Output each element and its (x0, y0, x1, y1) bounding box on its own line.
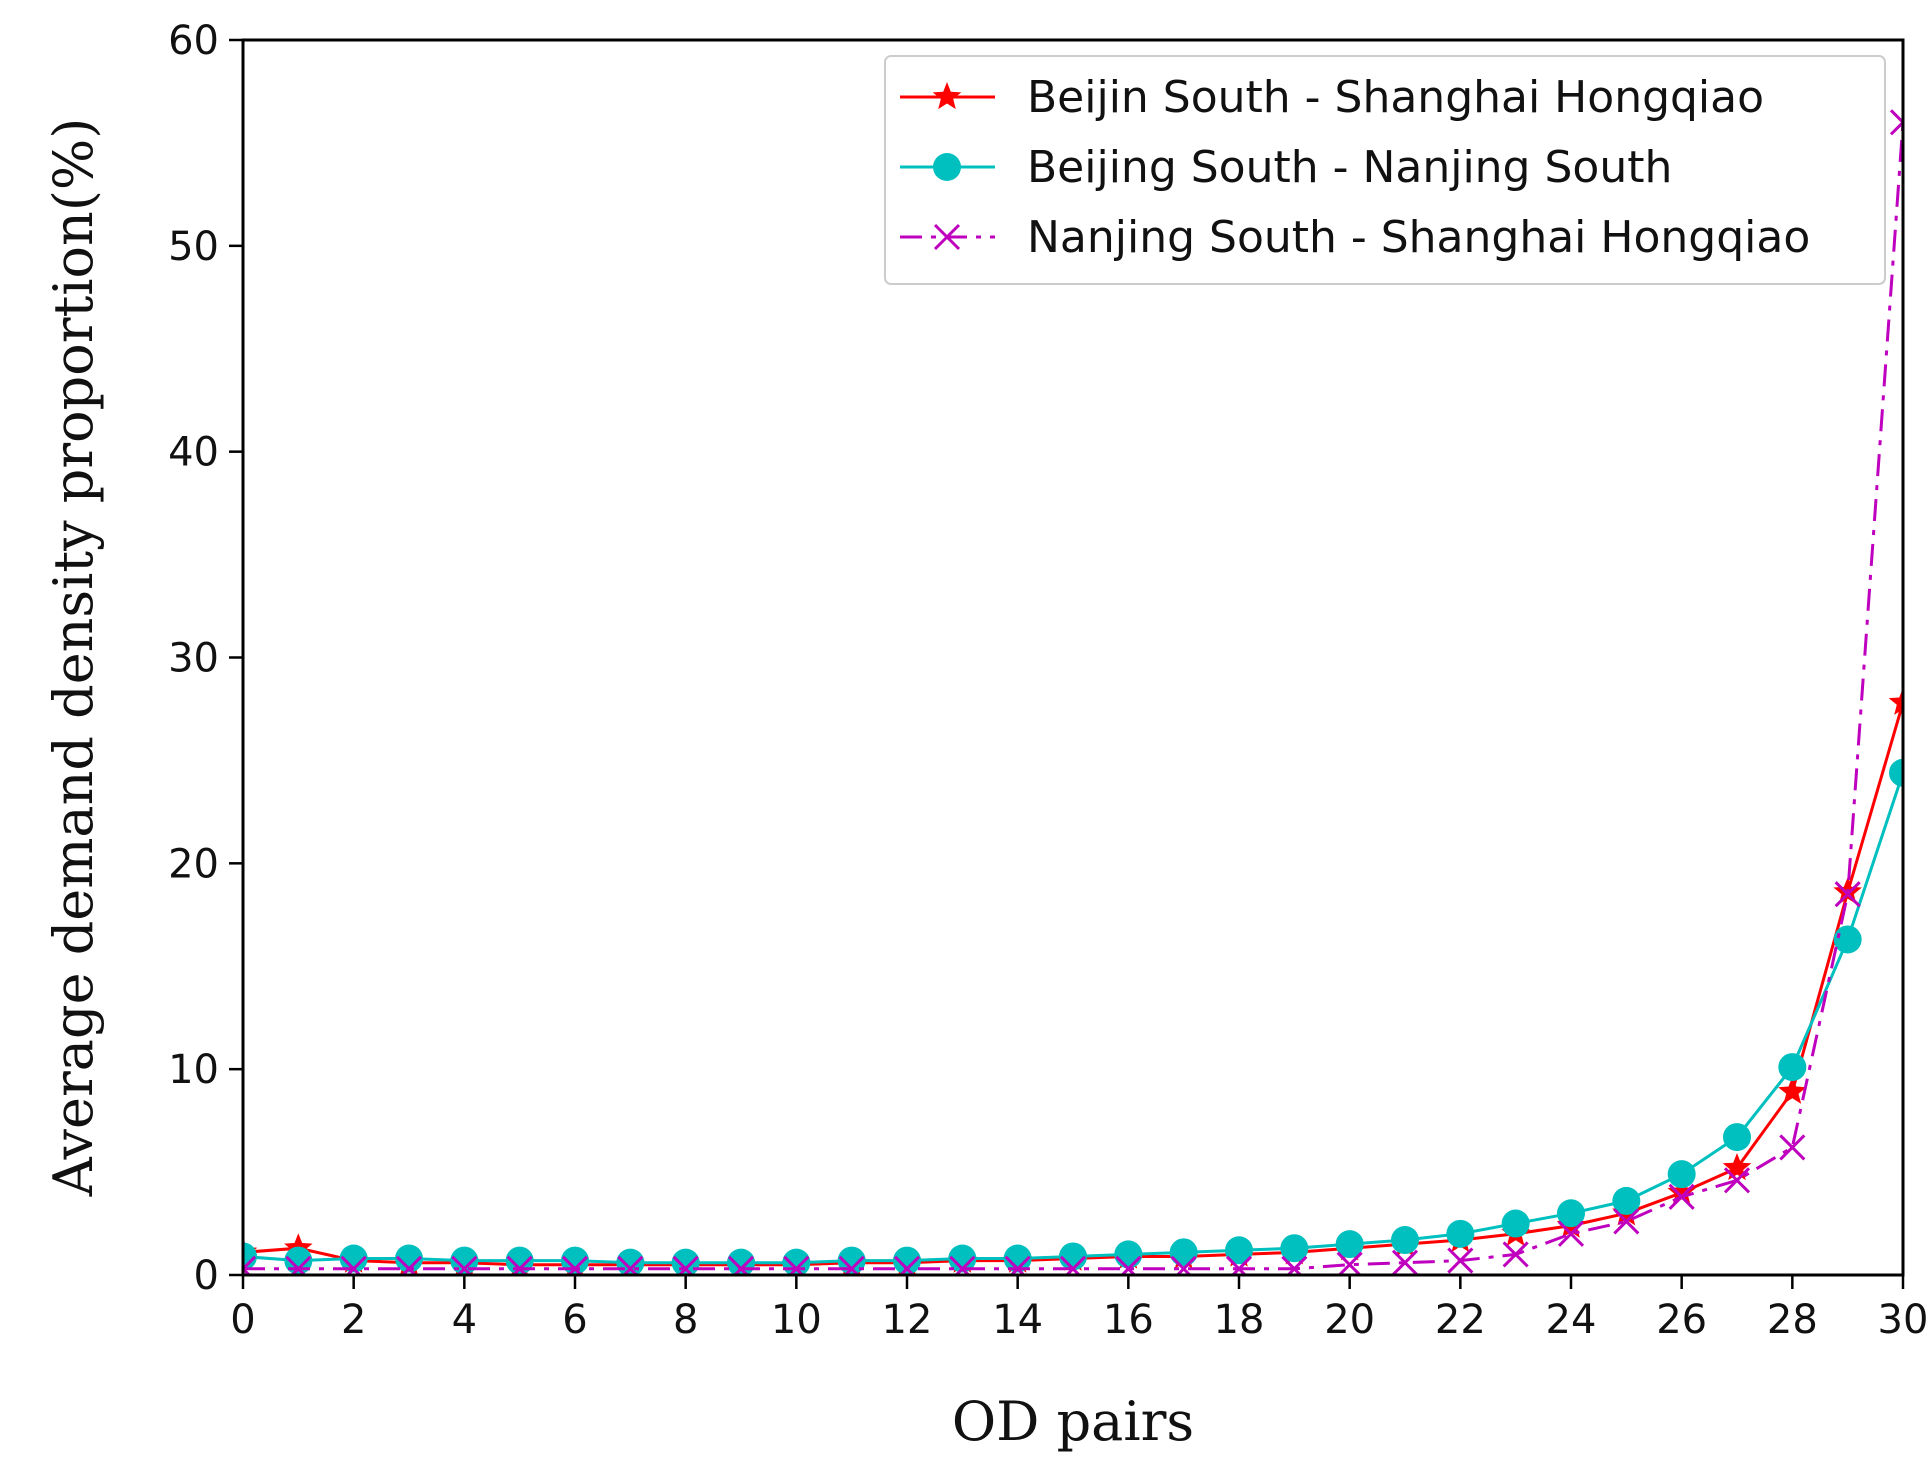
y-axis-title: Average demand density proportion(%) (42, 118, 105, 1198)
series-2-point-17 (1169, 1238, 1198, 1267)
series-2 (243, 758, 1903, 1275)
legend-marker-1 (932, 82, 962, 110)
series-2-point-8 (671, 1248, 700, 1275)
series-3-point-2 (340, 1255, 367, 1275)
series-3-point-29 (1834, 881, 1861, 908)
x-tick-label-0: 0 (230, 1297, 255, 1343)
x-tick-label-16: 16 (1103, 1297, 1154, 1343)
series-3-point-14 (1004, 1255, 1031, 1275)
series-3-point-10 (783, 1255, 810, 1275)
y-tick-label-40: 40 (168, 430, 219, 476)
series-2-point-9 (727, 1248, 755, 1275)
x-tick-label-24: 24 (1546, 1297, 1597, 1343)
series-1-point-27 (1722, 1153, 1752, 1181)
series-3-point-17 (1170, 1255, 1197, 1275)
series-3-point-19 (1281, 1255, 1308, 1275)
series-3-point-15 (1059, 1255, 1087, 1275)
series-3-point-18 (1225, 1255, 1253, 1275)
series-2-point-28 (1778, 1053, 1807, 1082)
series-2-point-18 (1225, 1236, 1253, 1265)
series-2-point-29 (1833, 925, 1862, 954)
series-2-point-24 (1557, 1199, 1585, 1228)
series-3-point-30 (1889, 109, 1903, 136)
series-2-point-12 (893, 1246, 921, 1275)
series-2-point-7 (616, 1248, 645, 1275)
series-3-point-9 (727, 1255, 755, 1275)
legend-box (884, 55, 1886, 285)
series-3-point-4 (451, 1255, 478, 1275)
series-3-point-7 (617, 1255, 644, 1275)
series-3-point-21 (1391, 1249, 1419, 1275)
legend: Beijin South - Shanghai Hongqiao Beijing … (884, 55, 1886, 285)
x-axis-title: OD pairs (952, 1390, 1194, 1453)
series-3-point-12 (893, 1255, 921, 1275)
legend-label-2: Beijing South - Nanjing South (1027, 142, 1672, 193)
series-2-point-14 (1003, 1244, 1032, 1273)
x-tick-label-12: 12 (882, 1297, 933, 1343)
x-tick-label-22: 22 (1435, 1297, 1486, 1343)
series-2-point-10 (782, 1248, 811, 1275)
legend-label-3: Nanjing South - Shanghai Hongqiao (1027, 212, 1810, 263)
y-axis: 0 10 20 30 40 50 60 (168, 18, 243, 1299)
series-2-point-16 (1114, 1240, 1143, 1269)
series-3-point-11 (838, 1255, 865, 1275)
series-1-point-28 (1778, 1076, 1807, 1104)
y-tick-label-60: 60 (168, 18, 219, 64)
series-3 (243, 109, 1903, 1275)
series-3-point-5 (506, 1255, 533, 1275)
series-3-point-13 (949, 1255, 976, 1275)
series-1-point-26 (1667, 1177, 1696, 1205)
series-2-point-13 (948, 1244, 977, 1273)
x-tick-label-14: 14 (992, 1297, 1043, 1343)
x-tick-label-2: 2 (341, 1297, 366, 1343)
series-2-point-15 (1059, 1242, 1087, 1271)
series-3-point-24 (1557, 1220, 1585, 1247)
series-3-point-1 (285, 1255, 312, 1275)
series-3-point-16 (1115, 1255, 1142, 1275)
series-2-point-2 (339, 1244, 368, 1273)
y-tick-label-0: 0 (194, 1253, 219, 1299)
legend-label-1: Beijin South - Shanghai Hongqiao (1027, 72, 1764, 123)
series-3-point-8 (672, 1255, 699, 1275)
y-tick-label-50: 50 (168, 224, 219, 270)
legend-marker-3 (933, 223, 961, 251)
series-3-point-20 (1336, 1251, 1363, 1275)
x-tick-label-6: 6 (562, 1297, 587, 1343)
series-2-point-27 (1723, 1123, 1751, 1152)
series-2-point-19 (1280, 1234, 1309, 1263)
y-tick-label-10: 10 (168, 1047, 219, 1093)
series-2-point-23 (1501, 1209, 1530, 1238)
x-tick-label-10: 10 (771, 1297, 822, 1343)
series-3-point-27 (1723, 1167, 1751, 1194)
series-3-point-3 (395, 1255, 423, 1275)
x-tick-label-30: 30 (1878, 1297, 1929, 1343)
series-3-point-22 (1447, 1247, 1474, 1274)
series-layer (243, 109, 1903, 1275)
series-2-point-30 (1889, 758, 1903, 787)
y-tick-label-20: 20 (168, 841, 219, 887)
series-3-point-28 (1779, 1134, 1806, 1161)
series-3-point-25 (1613, 1208, 1640, 1235)
series-2-point-22 (1446, 1219, 1475, 1248)
series-2-point-25 (1612, 1186, 1641, 1215)
legend-marker-2 (933, 153, 961, 181)
x-tick-label-26: 26 (1656, 1297, 1707, 1343)
series-2-point-21 (1391, 1226, 1419, 1255)
series-3-point-26 (1668, 1183, 1695, 1210)
series-3-point-0 (243, 1255, 257, 1275)
series-2-point-3 (395, 1244, 423, 1273)
x-tick-label-28: 28 (1767, 1297, 1818, 1343)
x-tick-label-8: 8 (673, 1297, 698, 1343)
x-tick-label-18: 18 (1214, 1297, 1265, 1343)
series-2-point-20 (1335, 1230, 1364, 1259)
series-3-point-23 (1502, 1241, 1529, 1268)
x-tick-label-4: 4 (452, 1297, 477, 1343)
y-tick-label-30: 30 (168, 636, 219, 682)
series-3-point-6 (561, 1255, 589, 1275)
x-axis: 0 2 4 6 8 10 12 14 16 18 20 22 24 26 28 30 (230, 1275, 1928, 1343)
series-1-point-30 (1888, 687, 1903, 715)
x-tick-label-20: 20 (1324, 1297, 1375, 1343)
series-2-point-26 (1667, 1160, 1696, 1189)
